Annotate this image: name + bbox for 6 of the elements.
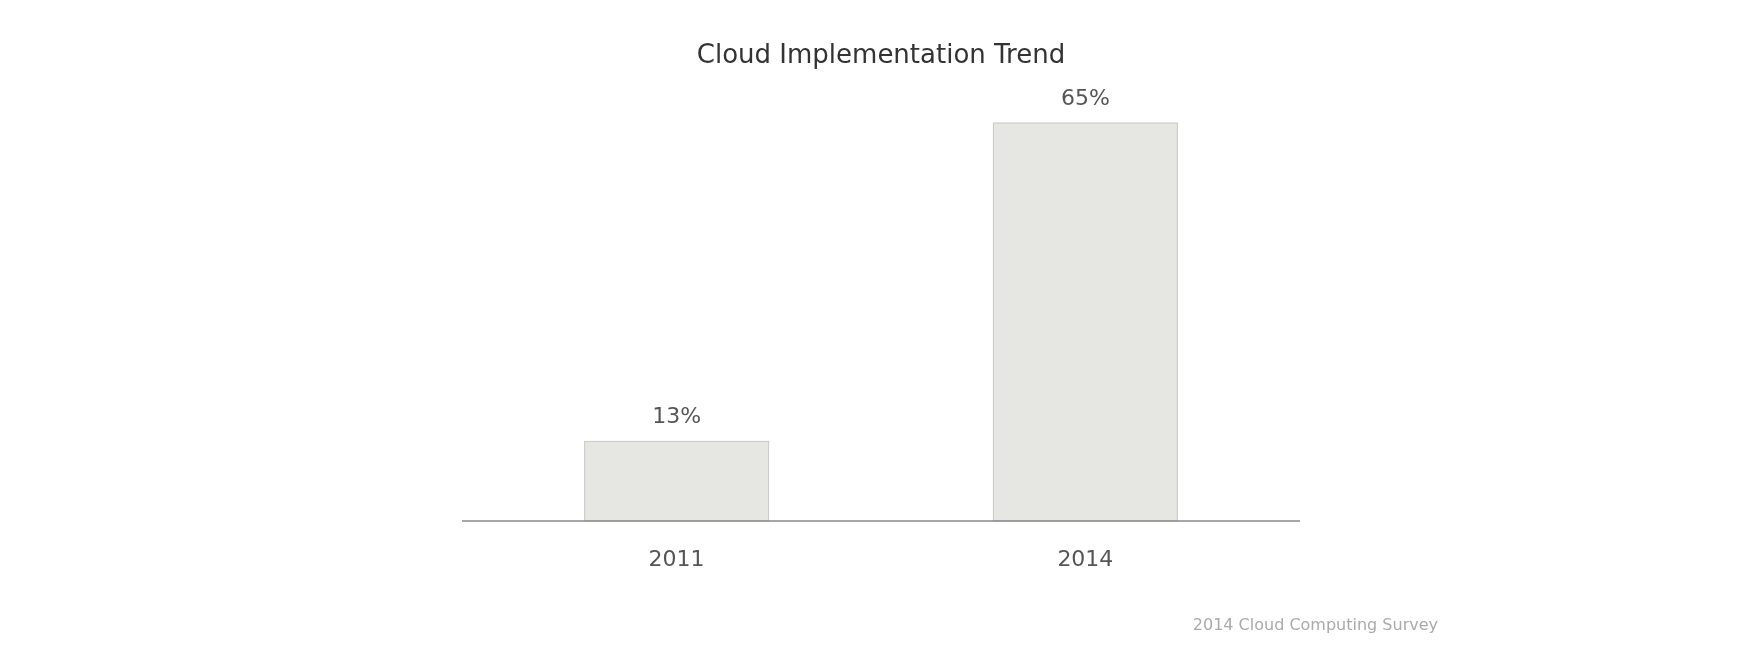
x-tick-label: 2011 bbox=[648, 546, 705, 571]
chart-title: Cloud Implementation Trend bbox=[696, 39, 1066, 69]
data-label: 13% bbox=[652, 403, 702, 429]
x-tick-label: 2014 bbox=[1057, 546, 1114, 571]
data-label: 65% bbox=[1060, 85, 1110, 110]
text: 2014 Cloud Computing Survey bbox=[1192, 615, 1438, 634]
